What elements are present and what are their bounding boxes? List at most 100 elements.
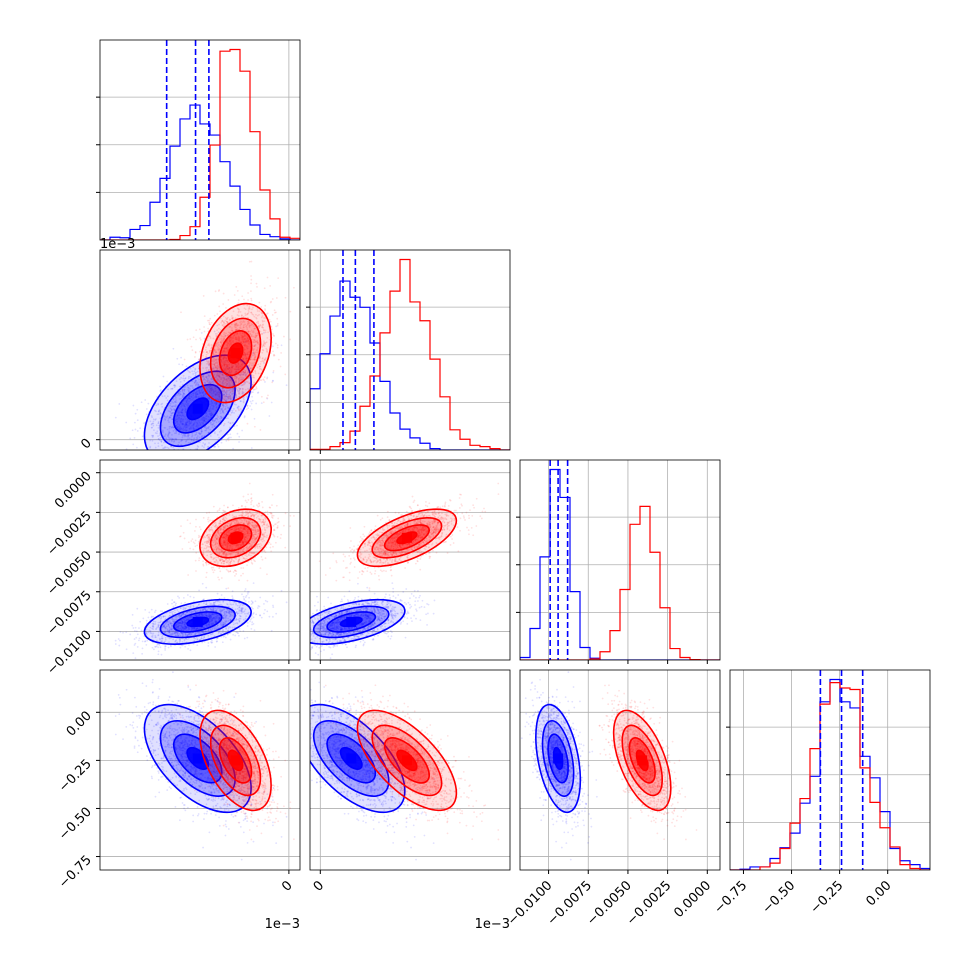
scatter-point <box>230 370 233 372</box>
scatter-point <box>255 386 258 388</box>
scatter-point <box>186 426 188 429</box>
scatter-point <box>207 361 210 364</box>
scatter-point <box>151 646 154 649</box>
scatter-point <box>207 375 209 377</box>
scatter-point <box>186 421 189 424</box>
scatter-point <box>207 327 210 330</box>
scatter-point <box>226 437 229 440</box>
scatter-point <box>154 452 156 454</box>
scatter-point <box>234 368 237 370</box>
scatter-point <box>209 422 212 425</box>
scatter-point <box>157 445 160 448</box>
scatter-point <box>202 442 205 444</box>
scatter-point <box>185 401 188 404</box>
scatter-point <box>217 367 220 370</box>
scatter-point <box>276 346 279 349</box>
scatter-point <box>241 331 244 334</box>
scatter-point <box>178 392 181 395</box>
scatter-point <box>201 391 204 394</box>
scatter-point <box>205 351 208 354</box>
scatter-point <box>159 450 161 452</box>
scatter-point <box>203 416 205 419</box>
scatter-point <box>175 432 178 435</box>
scatter-point <box>280 344 283 347</box>
scatter-point <box>199 441 201 443</box>
scatter-point <box>178 427 181 429</box>
scatter-point <box>184 433 187 436</box>
scatter-point <box>180 602 183 605</box>
scatter-point <box>203 419 206 421</box>
scatter-point <box>219 570 222 573</box>
scatter-point <box>207 415 209 418</box>
scatter-point <box>165 437 168 440</box>
scatter-point <box>235 368 238 371</box>
scatter-point <box>154 432 157 434</box>
scatter-point <box>180 451 182 453</box>
scatter-point <box>186 434 189 437</box>
scatter-point <box>148 462 150 464</box>
scatter-point <box>198 432 201 435</box>
scatter-point <box>167 432 170 435</box>
scatter-point <box>229 395 231 397</box>
scatter-point <box>279 365 282 368</box>
scatter-point <box>243 333 246 336</box>
scatter-point <box>209 413 212 416</box>
scatter-point <box>209 412 212 415</box>
scatter-point <box>228 426 231 429</box>
scatter-point <box>236 406 239 409</box>
scatter-point <box>206 379 209 382</box>
scatter-point <box>196 425 199 428</box>
scatter-point <box>246 353 249 356</box>
scatter-point <box>138 627 140 629</box>
scatter-point <box>201 445 204 447</box>
scatter-point <box>183 388 186 391</box>
scatter-point <box>198 589 200 592</box>
scatter-point <box>218 289 221 291</box>
scatter-point <box>264 357 267 360</box>
scatter-point <box>245 408 248 411</box>
scatter-point <box>183 388 186 391</box>
scatter-point <box>125 648 128 651</box>
scatter-point <box>220 359 223 362</box>
scatter-point <box>202 392 204 394</box>
scatter-point <box>247 591 250 593</box>
scatter-point <box>183 415 186 418</box>
scatter-point <box>224 408 227 411</box>
scatter-point <box>164 418 167 421</box>
scatter-point <box>118 644 121 647</box>
scatter-point <box>160 403 163 406</box>
scatter-point <box>222 360 225 363</box>
scatter-point <box>274 311 276 314</box>
scatter-point <box>205 429 208 432</box>
scatter-point <box>209 387 212 390</box>
scatter-point <box>176 414 179 417</box>
scatter-point <box>210 414 213 417</box>
scatter-point <box>181 396 184 399</box>
scatter-point <box>208 390 211 393</box>
scatter-point <box>228 370 230 373</box>
scatter-point <box>157 437 160 440</box>
scatter-point <box>235 368 238 371</box>
scatter-point <box>164 481 166 483</box>
scatter-point <box>149 439 152 442</box>
scatter-point <box>258 357 261 360</box>
scatter-point <box>271 298 274 300</box>
scatter-point <box>222 362 224 364</box>
scatter-point <box>131 429 134 432</box>
density-peak <box>230 348 241 359</box>
scatter-point <box>187 388 189 391</box>
scatter-point <box>172 347 175 350</box>
scatter-point <box>199 419 201 421</box>
scatter-point <box>244 374 247 376</box>
scatter-point <box>144 466 146 468</box>
scatter-point <box>175 464 177 466</box>
scatter-point <box>208 323 211 325</box>
scatter-point <box>185 424 187 426</box>
scatter-point <box>164 446 167 449</box>
scatter-point <box>243 415 246 418</box>
scatter-point <box>238 393 241 396</box>
scatter-point <box>170 408 173 411</box>
scatter-point <box>214 409 217 412</box>
scatter-point <box>171 418 174 421</box>
scatter-point <box>238 634 240 637</box>
